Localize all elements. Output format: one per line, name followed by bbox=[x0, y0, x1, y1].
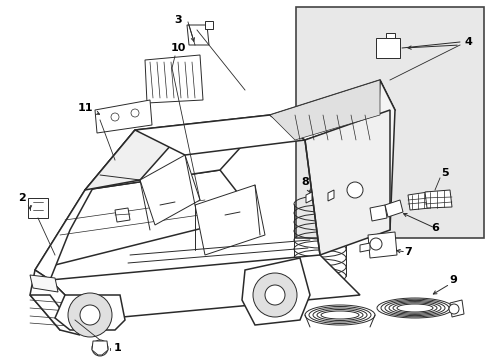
Circle shape bbox=[92, 340, 108, 356]
Circle shape bbox=[252, 273, 296, 317]
Polygon shape bbox=[135, 115, 305, 155]
Circle shape bbox=[80, 305, 100, 325]
Text: 10: 10 bbox=[170, 43, 185, 53]
Polygon shape bbox=[424, 190, 451, 208]
Polygon shape bbox=[95, 100, 152, 133]
Polygon shape bbox=[305, 192, 311, 203]
Polygon shape bbox=[92, 341, 108, 355]
Polygon shape bbox=[359, 243, 369, 252]
Polygon shape bbox=[30, 295, 80, 335]
Text: 11: 11 bbox=[77, 103, 93, 113]
Circle shape bbox=[369, 238, 381, 250]
Polygon shape bbox=[305, 110, 389, 255]
Polygon shape bbox=[85, 130, 180, 190]
Polygon shape bbox=[140, 155, 200, 225]
Circle shape bbox=[448, 304, 458, 314]
Polygon shape bbox=[30, 270, 90, 330]
Text: 7: 7 bbox=[403, 247, 411, 257]
Polygon shape bbox=[35, 130, 135, 280]
Circle shape bbox=[68, 293, 112, 337]
Text: 6: 6 bbox=[430, 223, 438, 233]
Text: 4: 4 bbox=[463, 37, 471, 47]
Polygon shape bbox=[374, 80, 394, 230]
Polygon shape bbox=[407, 192, 429, 210]
Polygon shape bbox=[327, 190, 333, 201]
Polygon shape bbox=[85, 115, 269, 190]
Bar bbox=[295, 7, 483, 238]
Polygon shape bbox=[385, 33, 394, 38]
Polygon shape bbox=[115, 208, 130, 222]
Text: 9: 9 bbox=[448, 275, 456, 285]
Circle shape bbox=[346, 182, 362, 198]
Polygon shape bbox=[375, 38, 399, 58]
Polygon shape bbox=[55, 295, 125, 330]
Polygon shape bbox=[35, 170, 254, 270]
Text: 1: 1 bbox=[114, 343, 122, 353]
Polygon shape bbox=[204, 21, 213, 29]
Polygon shape bbox=[30, 275, 58, 292]
Polygon shape bbox=[367, 232, 396, 258]
Polygon shape bbox=[195, 185, 264, 255]
Polygon shape bbox=[384, 200, 402, 217]
Text: 5: 5 bbox=[440, 168, 448, 178]
Polygon shape bbox=[186, 25, 208, 45]
Polygon shape bbox=[28, 198, 48, 218]
Polygon shape bbox=[369, 205, 386, 221]
Text: 3: 3 bbox=[174, 15, 182, 25]
Polygon shape bbox=[145, 55, 203, 103]
Circle shape bbox=[264, 285, 285, 305]
Polygon shape bbox=[269, 80, 379, 140]
Text: 8: 8 bbox=[301, 177, 308, 187]
Polygon shape bbox=[242, 258, 309, 325]
Polygon shape bbox=[449, 300, 463, 317]
Text: 2: 2 bbox=[18, 193, 26, 203]
Polygon shape bbox=[269, 80, 394, 140]
Polygon shape bbox=[50, 255, 359, 320]
